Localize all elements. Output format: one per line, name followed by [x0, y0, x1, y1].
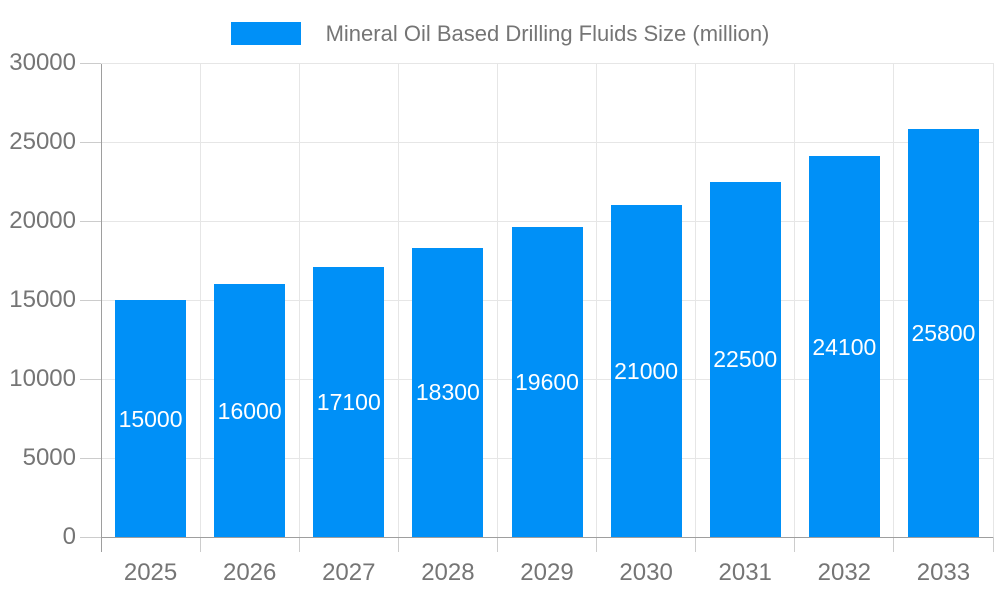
plot-right-border — [992, 63, 994, 537]
x-axis-tick-label: 2026 — [222, 559, 277, 586]
y-axis-tick-label: 15000 — [9, 286, 76, 313]
x-axis-tick — [893, 537, 895, 552]
bar-2028[interactable] — [412, 247, 484, 537]
gridline-horizontal — [101, 220, 993, 222]
gridline-vertical — [397, 63, 399, 537]
plot-top-border — [101, 62, 993, 64]
y-axis-tick — [80, 220, 101, 222]
bar-2033[interactable] — [907, 129, 979, 537]
y-axis-tick — [80, 536, 101, 538]
x-axis-tick-label: 2030 — [619, 559, 673, 586]
y-axis-tick-label: 10000 — [9, 365, 76, 392]
x-axis-tick — [199, 537, 201, 552]
y-axis-tick-label: 25000 — [9, 128, 76, 155]
y-axis-tick — [80, 62, 101, 64]
y-axis-tick-label: 20000 — [9, 207, 76, 234]
chart-title: Mineral Oil Based Drilling Fluids Size (… — [325, 21, 770, 46]
x-axis-tick-label: 2033 — [916, 559, 971, 586]
gridline-vertical — [794, 63, 796, 537]
legend-color-swatch — [230, 22, 301, 45]
gridline-vertical — [298, 63, 300, 537]
gridline-horizontal — [101, 141, 993, 143]
x-axis-tick-label: 2032 — [817, 559, 872, 586]
x-axis-tick-label: 2025 — [123, 559, 178, 586]
bar-2031[interactable] — [709, 181, 781, 537]
gridline-vertical — [596, 63, 598, 537]
x-axis-tick — [496, 537, 498, 552]
x-axis-tick-label: 2028 — [421, 559, 475, 586]
x-axis-tick — [596, 537, 598, 552]
x-axis-tick — [695, 537, 697, 552]
x-axis-line — [101, 536, 993, 538]
bar-2032[interactable] — [808, 156, 880, 537]
legend: Mineral Oil Based Drilling Fluids Size (… — [0, 22, 1000, 45]
x-axis-tick — [992, 537, 994, 552]
gridline-vertical — [496, 63, 498, 537]
y-axis-tick — [80, 457, 101, 459]
bar-2030[interactable] — [610, 205, 682, 537]
bar-2026[interactable] — [214, 284, 286, 537]
x-axis-tick — [298, 537, 300, 552]
y-axis-tick — [80, 378, 101, 380]
x-axis-tick — [397, 537, 399, 552]
y-axis-tick-label: 30000 — [9, 49, 76, 76]
gridline-vertical — [893, 63, 895, 537]
x-axis-tick-label: 2031 — [718, 559, 772, 586]
legend-item[interactable]: Mineral Oil Based Drilling Fluids Size (… — [230, 21, 770, 46]
x-axis-tick-label: 2027 — [322, 559, 376, 586]
bar-2029[interactable] — [511, 227, 583, 537]
gridline-vertical — [199, 63, 201, 537]
y-axis-tick-label: 0 — [62, 523, 76, 550]
y-axis-tick — [80, 299, 101, 301]
y-axis-tick-label: 5000 — [22, 444, 76, 471]
bar-2025[interactable] — [115, 300, 187, 537]
x-axis-tick — [794, 537, 796, 552]
gridline-vertical — [695, 63, 697, 537]
y-axis-line — [100, 63, 102, 552]
y-axis-tick — [80, 141, 101, 143]
x-axis-tick-label: 2029 — [520, 559, 574, 586]
bar-2027[interactable] — [313, 266, 385, 537]
